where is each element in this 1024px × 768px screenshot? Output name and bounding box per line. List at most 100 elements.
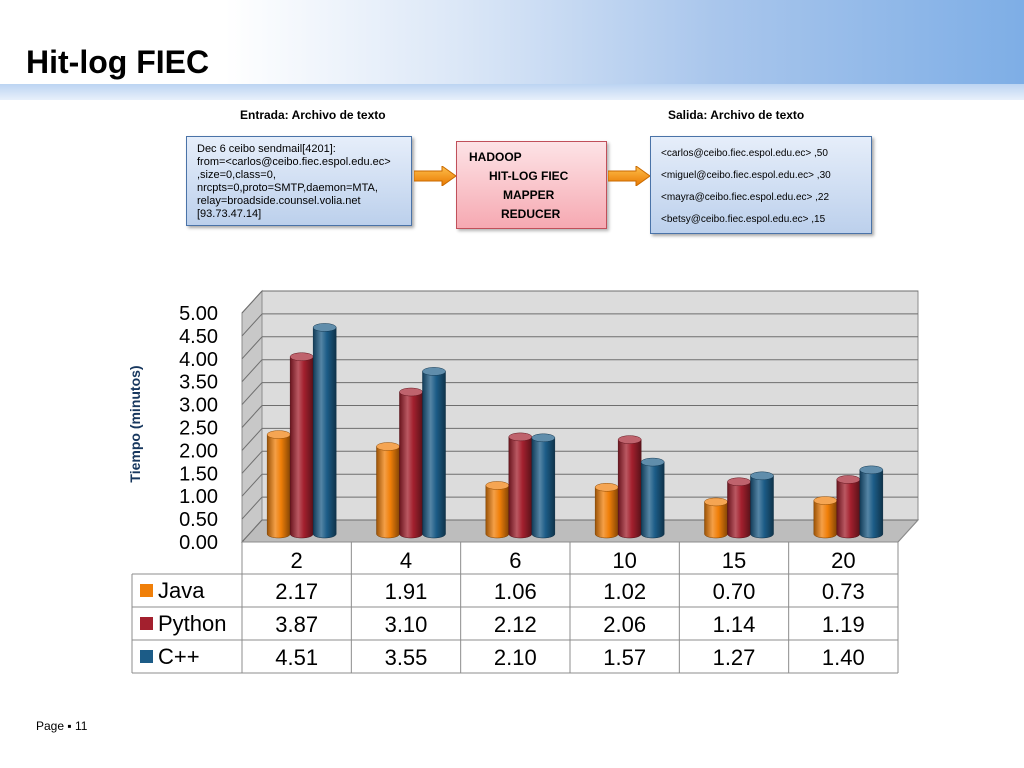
input-line: nrcpts=0,proto=SMTP,daemon=MTA, — [197, 182, 378, 194]
bar-java-20 — [813, 500, 838, 539]
gridline-side — [241, 496, 263, 520]
data-label: 2.12 — [494, 612, 537, 637]
gridline-side — [241, 450, 263, 474]
data-label: 1.06 — [494, 579, 537, 604]
y-tick-label: 1.50 — [179, 463, 218, 485]
gridline-side — [241, 290, 263, 314]
input-line: Dec 6 ceibo sendmail[4201]: — [197, 143, 336, 155]
y-tick-label: 5.00 — [179, 303, 218, 325]
x-tick-label: 4 — [400, 548, 412, 573]
bar-c-2 — [312, 327, 337, 539]
bar-top — [640, 457, 665, 467]
right-arrow-icon — [414, 166, 456, 186]
gridline-side — [241, 519, 263, 543]
table-border — [897, 519, 919, 543]
header-band — [0, 84, 1024, 100]
bar-top — [485, 481, 510, 490]
data-label: 2.10 — [494, 645, 537, 670]
bar-top — [531, 433, 556, 443]
y-tick-label: 1.00 — [179, 486, 218, 508]
data-label: 1.57 — [603, 645, 646, 670]
bar-java-2 — [266, 434, 291, 539]
gridline-side — [241, 473, 263, 497]
y-tick-label: 4.00 — [179, 349, 218, 371]
x-tick-label: 2 — [291, 548, 303, 573]
bar-python-15 — [727, 481, 751, 539]
page-footer: Page ▪ 11 — [36, 719, 88, 733]
y-tick-label: 3.00 — [179, 395, 218, 417]
x-tick-label: 6 — [509, 548, 521, 573]
bar-java-10 — [594, 487, 619, 539]
x-tick-label: 10 — [612, 548, 636, 573]
bar-top — [594, 483, 619, 492]
y-tick-label: 4.50 — [179, 326, 218, 348]
legend-swatch — [140, 650, 153, 663]
legend-entry: Python — [158, 611, 227, 636]
gridline-side — [241, 428, 263, 451]
x-tick-label: 20 — [831, 548, 855, 573]
bar-c-6 — [531, 437, 556, 539]
bar-c-20 — [859, 469, 884, 539]
bar-top — [266, 430, 291, 439]
output-line: <betsy@ceibo.fiec.espol.edu.ec> ,15 — [661, 214, 826, 225]
gridline-side — [241, 405, 263, 428]
bar-java-6 — [485, 485, 510, 539]
data-label: 1.91 — [385, 579, 428, 604]
bar-top — [859, 465, 884, 475]
output-file-note: <carlos@ceibo.fiec.espol.edu.ec> ,50 <mi… — [650, 136, 872, 234]
output-caption: Salida: Archivo de texto — [668, 108, 805, 122]
bar-python-20 — [836, 479, 861, 539]
gridline-side — [241, 382, 263, 405]
bar-top — [617, 435, 642, 444]
bar-top — [836, 475, 861, 484]
data-label: 3.55 — [385, 645, 428, 670]
right-arrow-icon — [608, 166, 650, 186]
data-label: 2.06 — [603, 612, 646, 637]
process-line: HIT-LOG FIEC — [489, 169, 569, 183]
slide-title: Hit-log FIEC — [26, 44, 210, 80]
bar-c-10 — [640, 461, 665, 539]
data-label: 4.51 — [275, 645, 318, 670]
header-background — [0, 0, 1024, 84]
legend-swatch — [140, 617, 153, 630]
bar-top — [508, 432, 533, 442]
input-line: [93.73.47.14] — [197, 208, 262, 220]
output-line: <mayra@ceibo.fiec.espol.edu.ec> ,22 — [661, 192, 830, 203]
y-tick-label: 3.50 — [179, 372, 218, 394]
bar-c-15 — [750, 475, 774, 539]
bar-top — [376, 442, 400, 451]
bar-python-2 — [289, 356, 314, 539]
output-line: <carlos@ceibo.fiec.espol.edu.ec> ,50 — [661, 148, 828, 159]
process-line: MAPPER — [503, 188, 555, 202]
input-line: from=<carlos@ceibo.fiec.espol.edu.ec> — [197, 156, 391, 168]
data-label: 3.87 — [275, 612, 318, 637]
process-line: HADOOP — [469, 150, 522, 164]
data-label: 0.73 — [822, 579, 865, 604]
bar-top — [750, 471, 774, 481]
process-line: REDUCER — [501, 207, 561, 221]
data-label: 1.02 — [603, 579, 646, 604]
gridline-side — [241, 336, 263, 360]
y-axis-label: Tiempo (minutos) — [127, 365, 143, 482]
bar-python-4 — [399, 391, 423, 539]
bar-java-15 — [704, 501, 728, 539]
data-label: 3.10 — [385, 612, 428, 637]
x-tick-label: 15 — [722, 548, 746, 573]
y-tick-label: 2.50 — [179, 418, 218, 440]
data-label: 2.17 — [275, 579, 318, 604]
y-tick-label: 0.50 — [179, 509, 218, 531]
input-file-note: Dec 6 ceibo sendmail[4201]: from=<carlos… — [186, 136, 412, 226]
bar-java-4 — [376, 446, 400, 539]
data-label: 0.70 — [713, 579, 756, 604]
bar-python-10 — [617, 439, 642, 539]
bar-top — [399, 387, 423, 397]
gridline-side — [241, 313, 263, 337]
hadoop-process-box: HADOOP HIT-LOG FIEC MAPPER REDUCER — [456, 141, 607, 229]
data-label: 1.19 — [822, 612, 865, 637]
gridline-side — [241, 359, 263, 383]
legend-entry: Java — [158, 578, 205, 603]
bar-top — [813, 496, 838, 505]
data-label: 1.40 — [822, 645, 865, 670]
y-tick-label: 2.00 — [179, 440, 218, 462]
